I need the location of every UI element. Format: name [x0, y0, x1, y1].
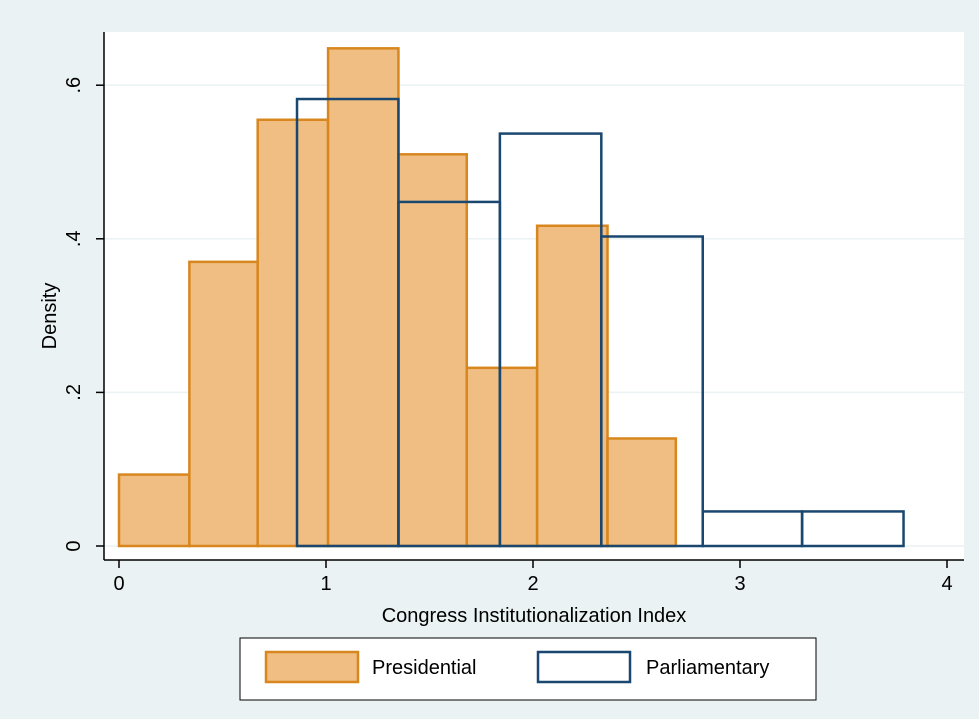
- y-tick-label-0: 0: [63, 540, 85, 551]
- y-tick-label-2: .4: [63, 230, 85, 247]
- presidential-bars: [117, 47, 678, 548]
- presidential-bar-0: [117, 473, 191, 548]
- tick-labels: 0 1 2 3 4 0 .2 .4 .6: [63, 77, 953, 595]
- presidential-bar-3: [326, 47, 400, 548]
- x-axis-title: Congress Institutionalization Index: [382, 605, 687, 627]
- parliamentary-bar-3: [600, 235, 704, 548]
- legend-label-presidential: Presidential: [372, 657, 477, 679]
- presidential-bar-7: [606, 437, 678, 548]
- x-tick-label-4: 4: [941, 573, 952, 595]
- legend: Presidential Parliamentary: [239, 637, 817, 701]
- x-tick-label-2: 2: [527, 573, 538, 595]
- parliamentary-bars: [295, 97, 905, 548]
- legend-swatch-presidential: [264, 650, 360, 684]
- presidential-bar-5: [465, 366, 539, 548]
- legend-swatch-parliamentary: [536, 650, 632, 684]
- presidential-bar-1: [188, 260, 259, 548]
- y-tick-label-3: .6: [63, 77, 85, 94]
- y-axis-title: Density: [39, 283, 61, 350]
- presidential-bar-6: [535, 224, 609, 548]
- x-tick-label-1: 1: [320, 573, 331, 595]
- x-tick-label-3: 3: [734, 573, 745, 595]
- x-tick-label-0: 0: [113, 573, 124, 595]
- legend-label-parliamentary: Parliamentary: [646, 657, 769, 679]
- presidential-bar-2: [256, 118, 330, 548]
- parliamentary-bar-5: [800, 510, 905, 548]
- y-tick-label-1: .2: [63, 384, 85, 401]
- axes: [103, 32, 964, 561]
- presidential-bar-4: [397, 153, 469, 548]
